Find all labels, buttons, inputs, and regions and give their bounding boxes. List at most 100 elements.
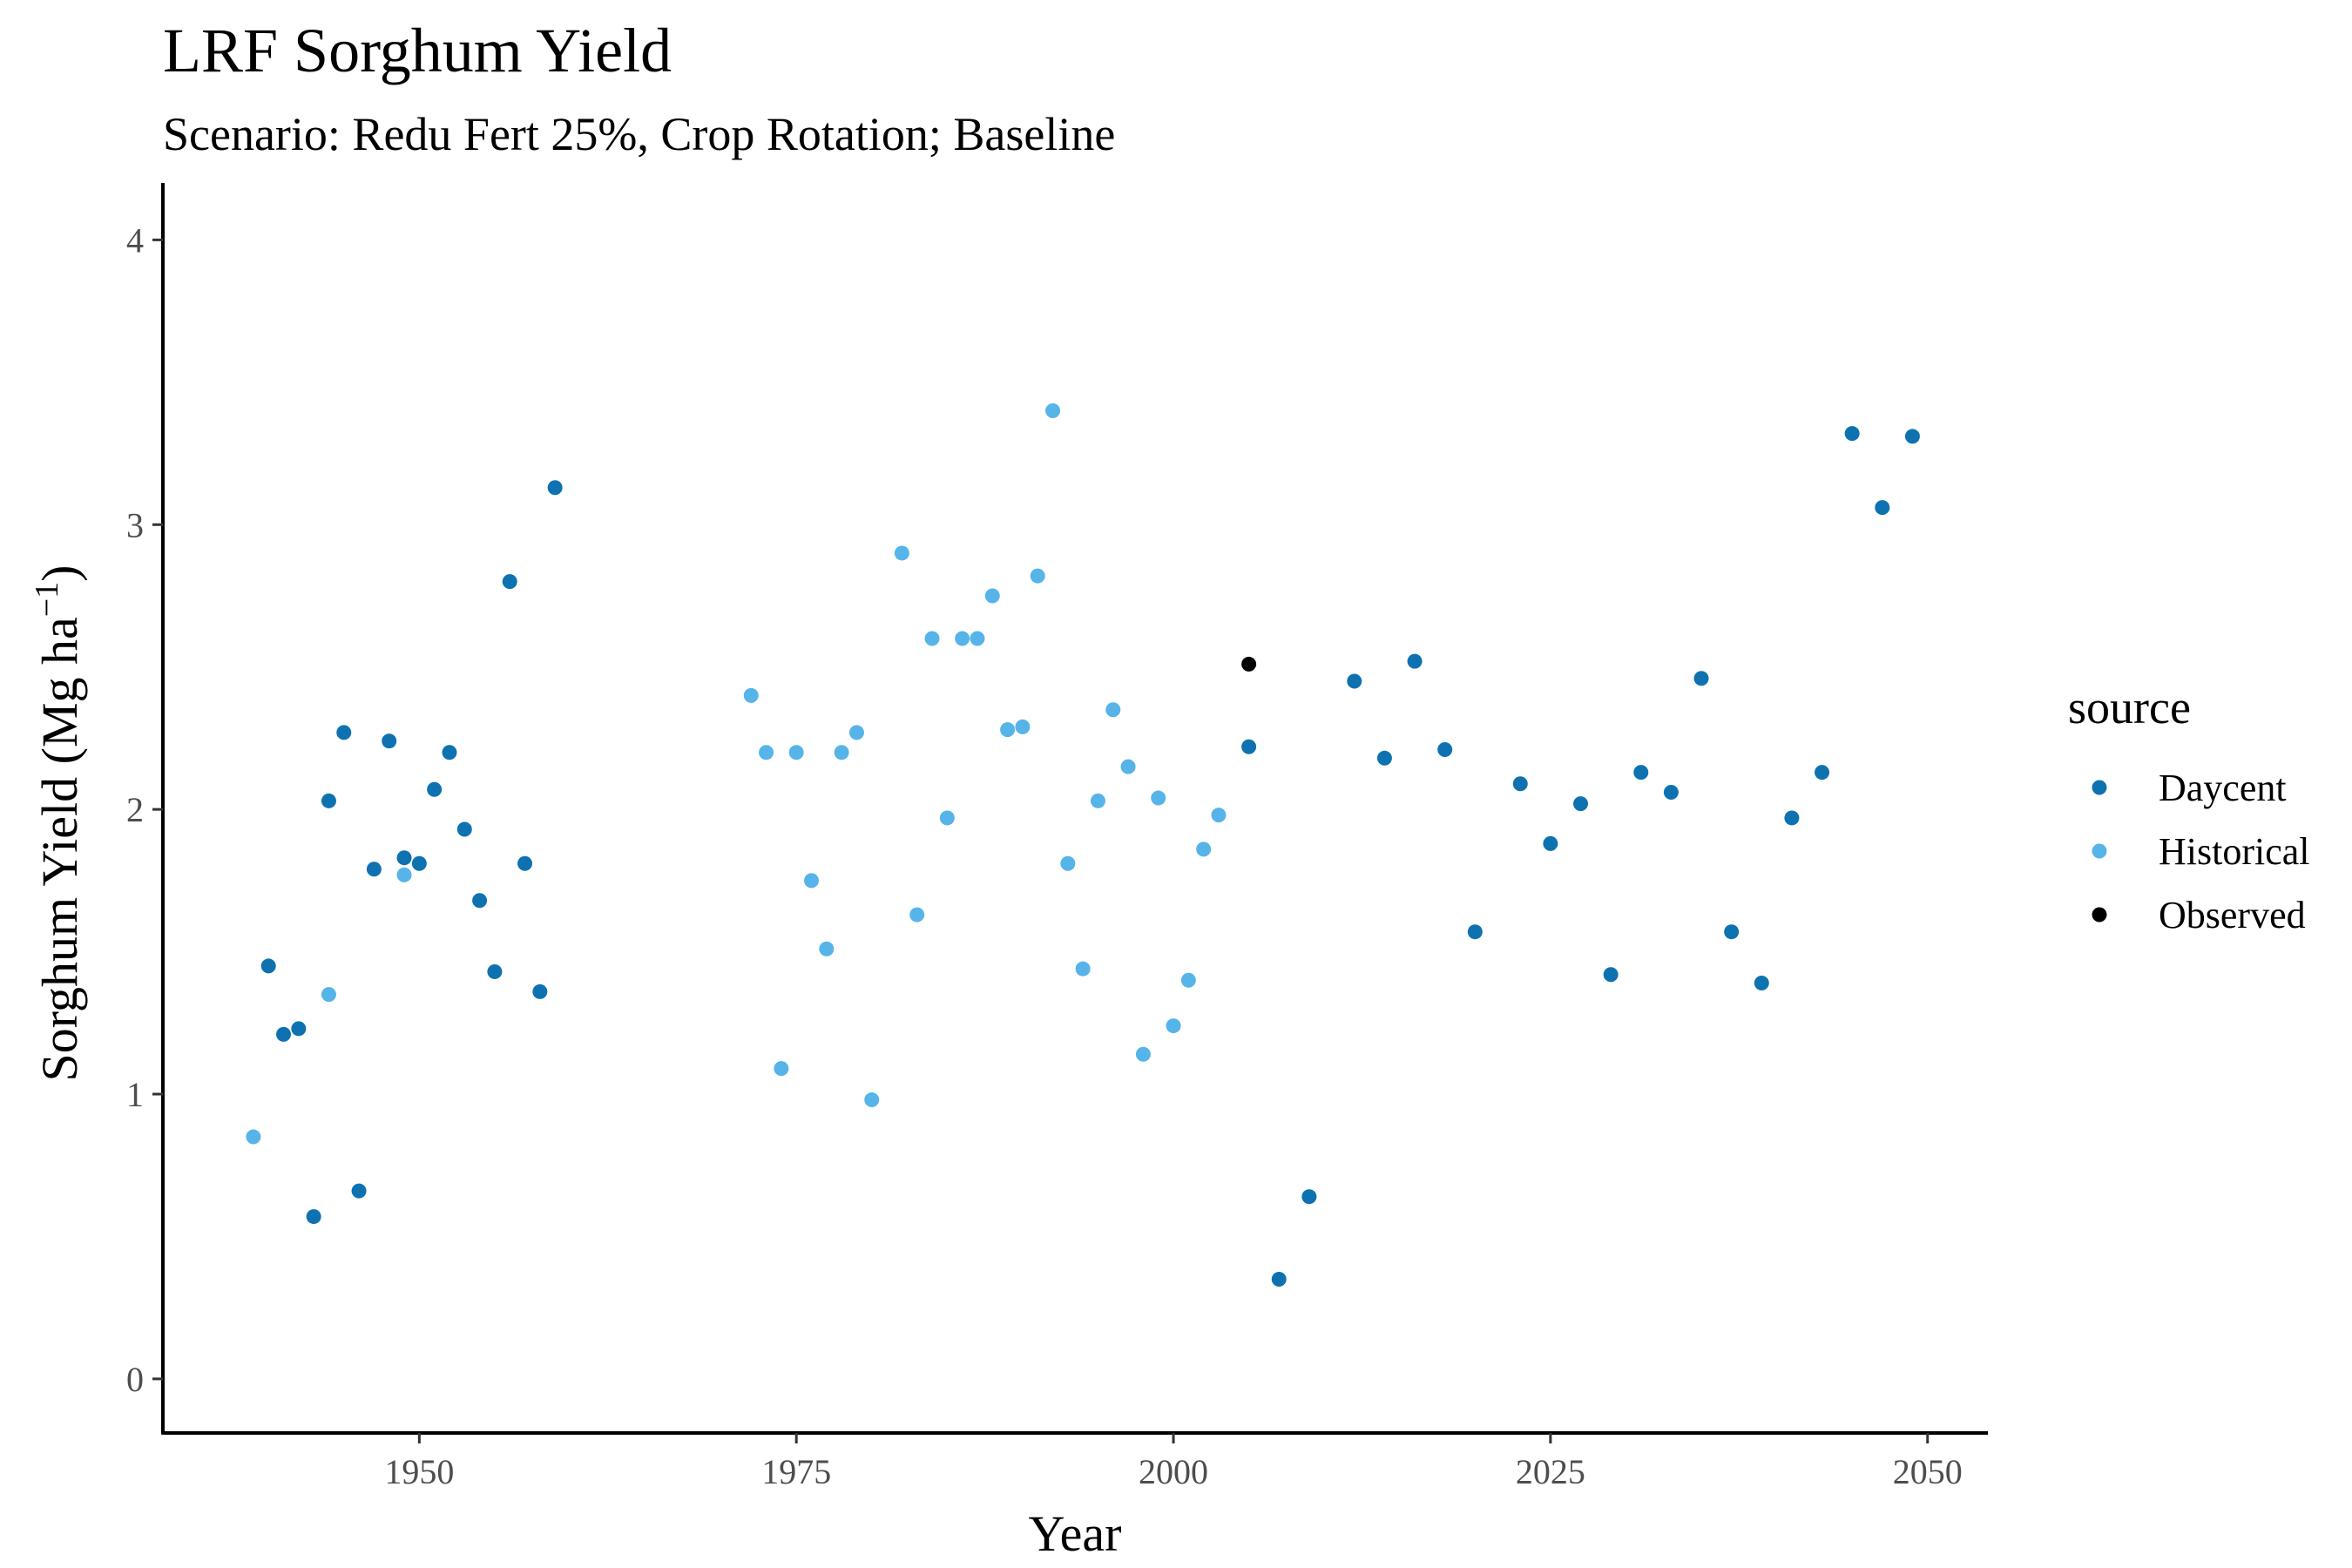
data-point [1815,765,1830,781]
data-point [924,631,940,646]
series-daycent [260,426,1920,1287]
y-axis-title: Sorghum Yield (Mg ha−1) [29,564,88,1081]
data-point [1633,765,1649,781]
data-point [1603,967,1619,983]
data-point [306,1209,321,1225]
data-point [260,958,276,974]
y-axis-title-text: Sorghum Yield (Mg ha [31,617,88,1081]
data-point [411,855,427,871]
data-point [1015,719,1031,734]
data-point [1211,808,1227,823]
x-tick-label: 2025 [1516,1452,1585,1491]
legend-label-historical: Historical [2159,830,2310,873]
data-point [1663,785,1679,801]
axes: 0 1 2 3 4 1950 1975 2000 2025 2050 [126,183,1988,1491]
data-point [1844,426,1860,442]
data-point [804,873,820,889]
data-point [1196,841,1212,857]
legend-label-observed: Observed [2159,894,2306,936]
data-point [1301,1189,1317,1205]
data-point [366,862,382,877]
chart-subtitle: Scenario: Redu Fert 25%, Crop Rotation; … [163,108,1115,160]
data-point [442,745,457,760]
y-tick-label: 2 [126,790,144,829]
data-point [1271,1271,1287,1287]
data-point [382,733,397,749]
legend-key-observed [2092,907,2107,923]
data-point [788,745,804,760]
data-point [1904,429,1920,444]
data-point [759,745,774,760]
y-axis-title-superscript: −1 [29,582,65,617]
data-point [547,480,563,496]
data-point [774,1061,789,1077]
legend-key-historical [2092,843,2107,859]
data-point [819,941,835,956]
data-point [894,545,909,561]
data-point [291,1021,307,1037]
data-point [984,588,1000,604]
svg-text:Sorghum Yield (Mg ha−1): Sorghum Yield (Mg ha−1) [29,564,88,1081]
data-point [1180,972,1196,988]
data-point [1000,722,1016,738]
data-point [1754,976,1769,991]
data-point [1166,1018,1181,1034]
data-point [1347,673,1362,689]
data-point [955,631,970,646]
chart-title: LRF Sorghum Yield [163,16,672,85]
x-axis-title: Year [1029,1505,1122,1562]
x-tick-label: 2050 [1893,1452,1963,1491]
data-point [1543,835,1558,851]
x-tick-label: 1950 [384,1452,454,1491]
data-point [487,963,503,979]
data-point [1407,653,1423,669]
data-point [1075,961,1091,977]
data-point [1512,776,1528,792]
data-point [427,781,443,797]
data-point [1376,750,1392,766]
data-point [864,1092,880,1108]
data-point [532,983,548,999]
data-point [1135,1046,1151,1062]
data-point [517,855,533,871]
data-point [396,867,412,882]
legend-label-daycent: Daycent [2159,767,2287,809]
y-tick-label: 1 [126,1075,144,1114]
data-point [336,725,352,740]
data-point [848,725,864,740]
data-point [909,907,925,923]
data-point [1241,656,1257,672]
data-point [396,850,412,866]
data-point [1467,924,1483,940]
data-point [1120,759,1136,774]
data-point [321,793,336,808]
data-point [1030,568,1045,584]
data-point [321,987,336,1003]
x-tick-label: 2000 [1139,1452,1208,1491]
data-point [743,687,759,703]
data-point [502,574,517,590]
data-point [1573,796,1589,812]
data-point [351,1183,367,1199]
data-point [1724,924,1740,940]
data-point [834,745,849,760]
legend: source Daycent Historical Observed [2068,681,2310,936]
data-point [456,821,472,837]
data-point [1105,702,1121,718]
data-point [1241,739,1257,754]
data-point [1045,403,1061,419]
data-point [1875,500,1890,516]
legend-title: source [2068,681,2191,733]
data-point [970,631,985,646]
data-point [1151,790,1166,806]
data-point [1437,741,1453,757]
y-tick-label: 3 [126,505,144,544]
series-historical [246,403,1227,1145]
data-point [246,1129,261,1145]
data-point [939,810,955,826]
data-point [1784,810,1800,826]
data-point [472,893,488,909]
x-tick-label: 1975 [761,1452,831,1491]
data-points [246,403,1920,1287]
